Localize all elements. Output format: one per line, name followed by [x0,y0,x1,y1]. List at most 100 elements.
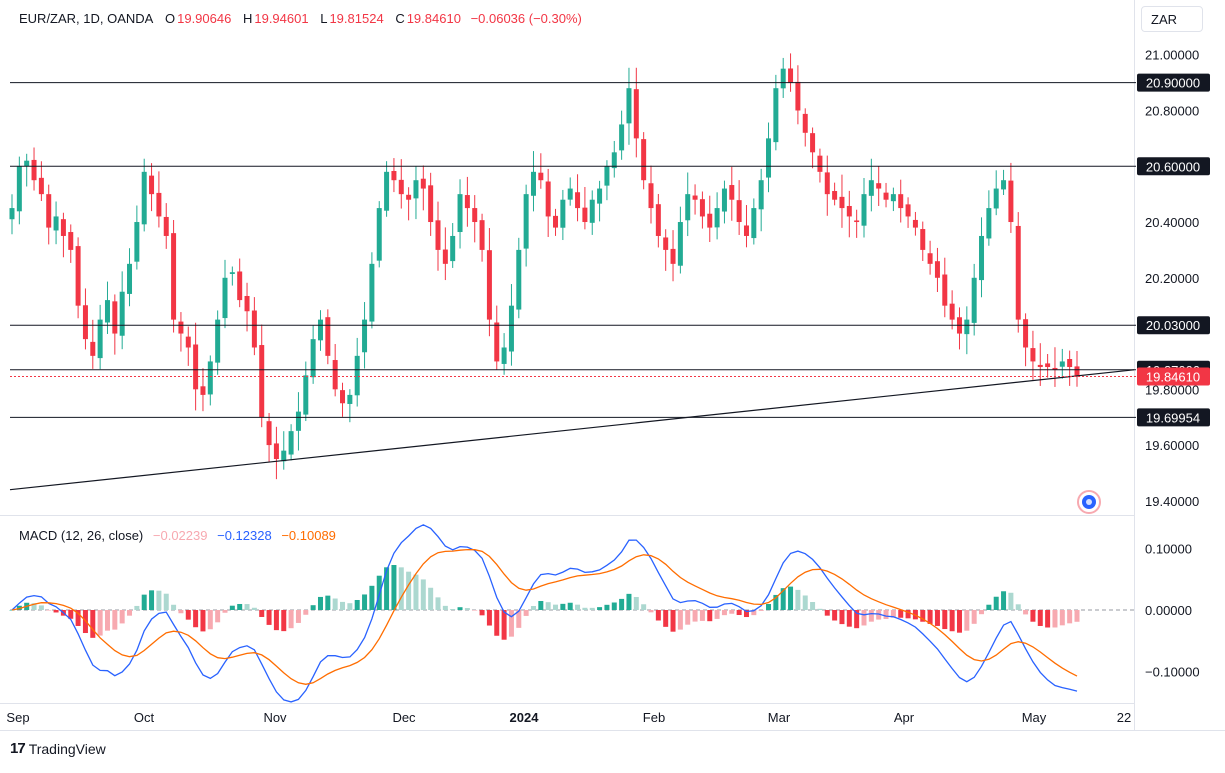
currency-button[interactable]: ZAR [1141,6,1203,32]
macd-histogram-bar [104,610,110,631]
macd-histogram-bar [450,609,456,610]
candle-body [788,68,794,83]
horizontal-levels: 20.9000020.6000020.0300019.8700019.69954… [9,73,1210,491]
macd-histogram-bar [839,610,845,625]
time-tick-label: 2024 [510,710,540,725]
macd-histogram-bar [185,610,191,620]
macd-histogram-bar [868,610,874,622]
candle-body [780,68,786,89]
macd-histogram-bar [273,610,279,631]
macd-histogram-bar [317,596,323,610]
macd-histogram-bar [68,610,74,619]
candle-body [288,431,294,455]
macd-histogram-bar [31,603,37,610]
macd-histogram-bar [707,610,713,622]
symbol-legend[interactable]: EUR/ZAR, 1D, OANDA O 19.90646 H 19.94601 L… [19,11,584,26]
low-value: 19.81524 [329,11,384,26]
candle-body [1067,359,1073,368]
macd-histogram-bar [597,607,603,610]
candle-body [743,225,749,236]
macd-histogram-bar [127,610,133,616]
candle-body [971,277,977,323]
close-value: 19.84610 [406,11,461,26]
candle-body [31,159,37,181]
candle-body [773,88,779,143]
candle-body [677,222,683,266]
macd-histogram-bar [788,586,794,610]
globe-icon[interactable] [1077,490,1101,514]
candle-body [273,443,279,460]
macd-tick-label: 0.00000 [1145,603,1192,618]
macd-title[interactable]: MACD (12, 26, close) [19,528,144,543]
level-tag-label: 20.60000 [1146,159,1200,174]
candle-body [685,194,691,221]
macd-histogram-bar [1037,610,1043,626]
macd-histogram-bar [802,595,808,610]
candle-body [832,191,838,200]
candlestick-series [9,53,1080,480]
symbol-title[interactable]: EUR/ZAR, 1D, OANDA [19,11,154,26]
macd-histogram-bar [846,610,852,627]
candle-body [82,305,88,340]
macd-histogram-bar [295,610,301,623]
candle-body [347,394,353,404]
macd-histogram-bar [171,604,177,610]
level-tag [1137,157,1210,176]
candle-body [824,172,830,195]
candle-body [259,345,265,418]
macd-histogram-bar [927,610,933,624]
candle-body [633,89,639,139]
candle-body [325,317,331,356]
candle-body [582,207,588,223]
candle-body [619,124,625,151]
candle-body [1030,348,1036,362]
candle-body [1008,180,1014,223]
macd-histogram-bar [494,610,500,636]
macd-histogram-bar [428,587,434,610]
high-value: 19.94601 [254,11,309,26]
macd-histogram-bar [655,610,661,621]
candle-body [912,219,918,228]
candle-body [714,208,720,228]
candle-body [97,319,103,359]
macd-histogram-bar [464,608,470,610]
tradingview-brand[interactable]: 17 TradingView [10,740,106,757]
macd-histogram-bar [942,610,948,630]
candle-body [163,216,169,236]
change-value: −0.06036 (−0.30%) [470,11,582,26]
macd-histogram-bar [876,610,882,620]
open-label: O [164,11,176,26]
macd-histogram-bar [1015,604,1021,610]
candle-body [16,166,22,212]
candle-body [435,220,441,250]
candle-body [663,237,669,250]
macd-histogram-bar [259,610,265,617]
candle-body [266,421,272,446]
high-label: H [242,11,253,26]
macd-histogram-bar [641,604,647,610]
macd-histogram-bar [758,610,764,611]
macd-histogram-bar [207,610,213,630]
macd-histogram-bar [1045,610,1051,628]
macd-histogram-bar [1023,610,1029,615]
time-tick-label: Oct [134,710,155,725]
macd-histogram-bar [677,610,683,630]
candle-body [171,233,177,320]
macd-histogram-bar [46,610,52,611]
macd-histogram-bar [193,610,199,628]
macd-histogram-bar [354,599,360,610]
macd-legend[interactable]: MACD (12, 26, close) −0.02239 −0.12328 −… [19,528,336,543]
candle-body [567,188,573,200]
price-tick-label: 19.40000 [1145,494,1199,509]
candle-body [450,235,456,262]
macd-histogram-bar [413,574,419,610]
candle-body [1023,319,1029,348]
candle-body [964,319,970,335]
macd-histogram-bar [38,605,44,610]
candle-body [237,271,243,301]
macd-histogram-bar [604,604,610,610]
macd-histogram-bar [670,610,676,632]
candle-body [501,347,507,364]
